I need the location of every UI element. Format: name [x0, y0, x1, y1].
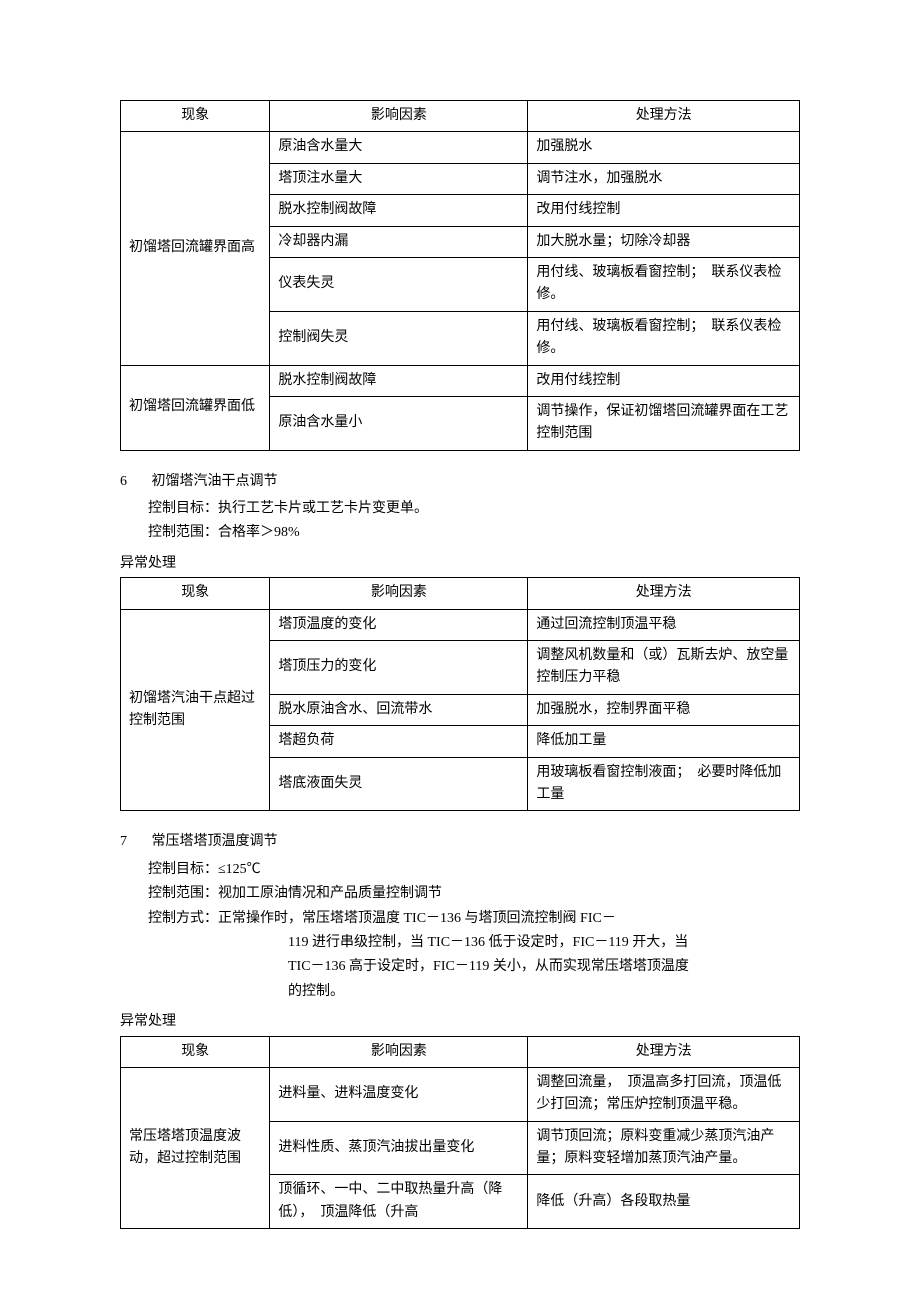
- header-factor: 影响因素: [270, 578, 528, 609]
- cell: 调节操作，保证初馏塔回流罐界面在工艺控制范围: [528, 396, 800, 450]
- table-2: 现象 影响因素 处理方法 初馏塔汽油干点超过控制范围 塔顶温度的变化 通过回流控…: [120, 577, 800, 811]
- value: 正常操作时，常压塔塔顶温度 TIC－136 与塔顶回流控制阀 FIC－: [218, 911, 616, 926]
- label: 控制目标：: [148, 501, 218, 516]
- header-phenomenon: 现象: [121, 101, 270, 132]
- cell: 控制阀失灵: [270, 311, 528, 365]
- control-method-cont: 的控制。: [120, 981, 800, 1003]
- cell: 调节注水，加强脱水: [528, 163, 800, 194]
- control-target: 控制目标：执行工艺卡片或工艺卡片变更单。: [120, 498, 800, 520]
- abnormal-label: 异常处理: [120, 1011, 800, 1033]
- cell: 脱水控制阀故障: [270, 195, 528, 226]
- value: 合格率＞98%: [218, 525, 300, 540]
- section-7-title: 7 常压塔塔顶温度调节: [120, 831, 800, 853]
- header-factor: 影响因素: [270, 1036, 528, 1067]
- section-6-title: 6 初馏塔汽油干点调节: [120, 471, 800, 493]
- cell: 冷却器内漏: [270, 226, 528, 257]
- cell: 进料量、进料温度变化: [270, 1067, 528, 1121]
- cell: 改用付线控制: [528, 365, 800, 396]
- table-3: 现象 影响因素 处理方法 常压塔塔顶温度波动，超过控制范围 进料量、进料温度变化…: [120, 1036, 800, 1230]
- value: ≤125℃: [218, 862, 261, 877]
- cell: 仪表失灵: [270, 257, 528, 311]
- group-label: 初馏塔回流罐界面低: [121, 365, 270, 450]
- cell: 调整风机数量和（或）瓦斯去炉、放空量控制压力平稳: [528, 641, 800, 695]
- cell: 调整回流量， 顶温高多打回流，顶温低少打回流；常压炉控制顶温平稳。: [528, 1067, 800, 1121]
- header-phenomenon: 现象: [121, 1036, 270, 1067]
- cell: 降低（升高）各段取热量: [528, 1175, 800, 1229]
- group-label: 初馏塔回流罐界面高: [121, 132, 270, 365]
- header-factor: 影响因素: [270, 101, 528, 132]
- header-method: 处理方法: [528, 578, 800, 609]
- control-range: 控制范围：合格率＞98%: [120, 522, 800, 544]
- label: 控制方式：: [148, 911, 218, 926]
- control-method-cont: TIC－136 高于设定时，FIC－119 关小，从而实现常压塔塔顶温度: [120, 956, 800, 978]
- cell: 用玻璃板看窗控制液面； 必要时降低加工量: [528, 757, 800, 811]
- cell: 塔顶压力的变化: [270, 641, 528, 695]
- table-row: 初馏塔回流罐界面低 脱水控制阀故障 改用付线控制: [121, 365, 800, 396]
- control-method: 控制方式：正常操作时，常压塔塔顶温度 TIC－136 与塔顶回流控制阀 FIC－: [120, 908, 800, 930]
- cell: 塔底液面失灵: [270, 757, 528, 811]
- cell: 用付线、玻璃板看窗控制； 联系仪表检修。: [528, 257, 800, 311]
- label: 控制范围：: [148, 525, 218, 540]
- cell: 原油含水量大: [270, 132, 528, 163]
- table-1: 现象 影响因素 处理方法 初馏塔回流罐界面高 原油含水量大 加强脱水 塔顶注水量…: [120, 100, 800, 451]
- section-title-text: 初馏塔汽油干点调节: [152, 474, 278, 489]
- cell: 脱水控制阀故障: [270, 365, 528, 396]
- control-range: 控制范围：视加工原油情况和产品质量控制调节: [120, 883, 800, 905]
- cell: 进料性质、蒸顶汽油拔出量变化: [270, 1121, 528, 1175]
- cell: 调节顶回流；原料变重减少蒸顶汽油产量；原料变轻增加蒸顶汽油产量。: [528, 1121, 800, 1175]
- value: 执行工艺卡片或工艺卡片变更单。: [218, 501, 428, 516]
- group-label: 初馏塔汽油干点超过控制范围: [121, 609, 270, 811]
- label: 控制目标：: [148, 862, 218, 877]
- control-target: 控制目标：≤125℃: [120, 859, 800, 881]
- section-num: 6: [120, 471, 148, 493]
- header-phenomenon: 现象: [121, 578, 270, 609]
- table-row: 初馏塔回流罐界面高 原油含水量大 加强脱水: [121, 132, 800, 163]
- cell: 加强脱水，控制界面平稳: [528, 694, 800, 725]
- group-label: 常压塔塔顶温度波动，超过控制范围: [121, 1067, 270, 1228]
- section-num: 7: [120, 831, 148, 853]
- header-method: 处理方法: [528, 101, 800, 132]
- table-row: 初馏塔汽油干点超过控制范围 塔顶温度的变化 通过回流控制顶温平稳: [121, 609, 800, 640]
- table-row: 现象 影响因素 处理方法: [121, 1036, 800, 1067]
- abnormal-label: 异常处理: [120, 553, 800, 575]
- cell: 降低加工量: [528, 726, 800, 757]
- cell: 塔顶温度的变化: [270, 609, 528, 640]
- table-row: 现象 影响因素 处理方法: [121, 578, 800, 609]
- cell: 脱水原油含水、回流带水: [270, 694, 528, 725]
- table-row: 常压塔塔顶温度波动，超过控制范围 进料量、进料温度变化 调整回流量， 顶温高多打…: [121, 1067, 800, 1121]
- value: 视加工原油情况和产品质量控制调节: [218, 886, 442, 901]
- cell: 通过回流控制顶温平稳: [528, 609, 800, 640]
- cell: 塔顶注水量大: [270, 163, 528, 194]
- cell: 改用付线控制: [528, 195, 800, 226]
- section-title-text: 常压塔塔顶温度调节: [152, 834, 278, 849]
- cell: 加大脱水量；切除冷却器: [528, 226, 800, 257]
- label: 控制范围：: [148, 886, 218, 901]
- table-row: 现象 影响因素 处理方法: [121, 101, 800, 132]
- cell: 用付线、玻璃板看窗控制； 联系仪表检修。: [528, 311, 800, 365]
- header-method: 处理方法: [528, 1036, 800, 1067]
- cell: 塔超负荷: [270, 726, 528, 757]
- control-method-cont: 119 进行串级控制，当 TIC－136 低于设定时，FIC－119 开大，当: [120, 932, 800, 954]
- cell: 顶循环、一中、二中取热量升高（降低）， 顶温降低（升高: [270, 1175, 528, 1229]
- cell: 原油含水量小: [270, 396, 528, 450]
- cell: 加强脱水: [528, 132, 800, 163]
